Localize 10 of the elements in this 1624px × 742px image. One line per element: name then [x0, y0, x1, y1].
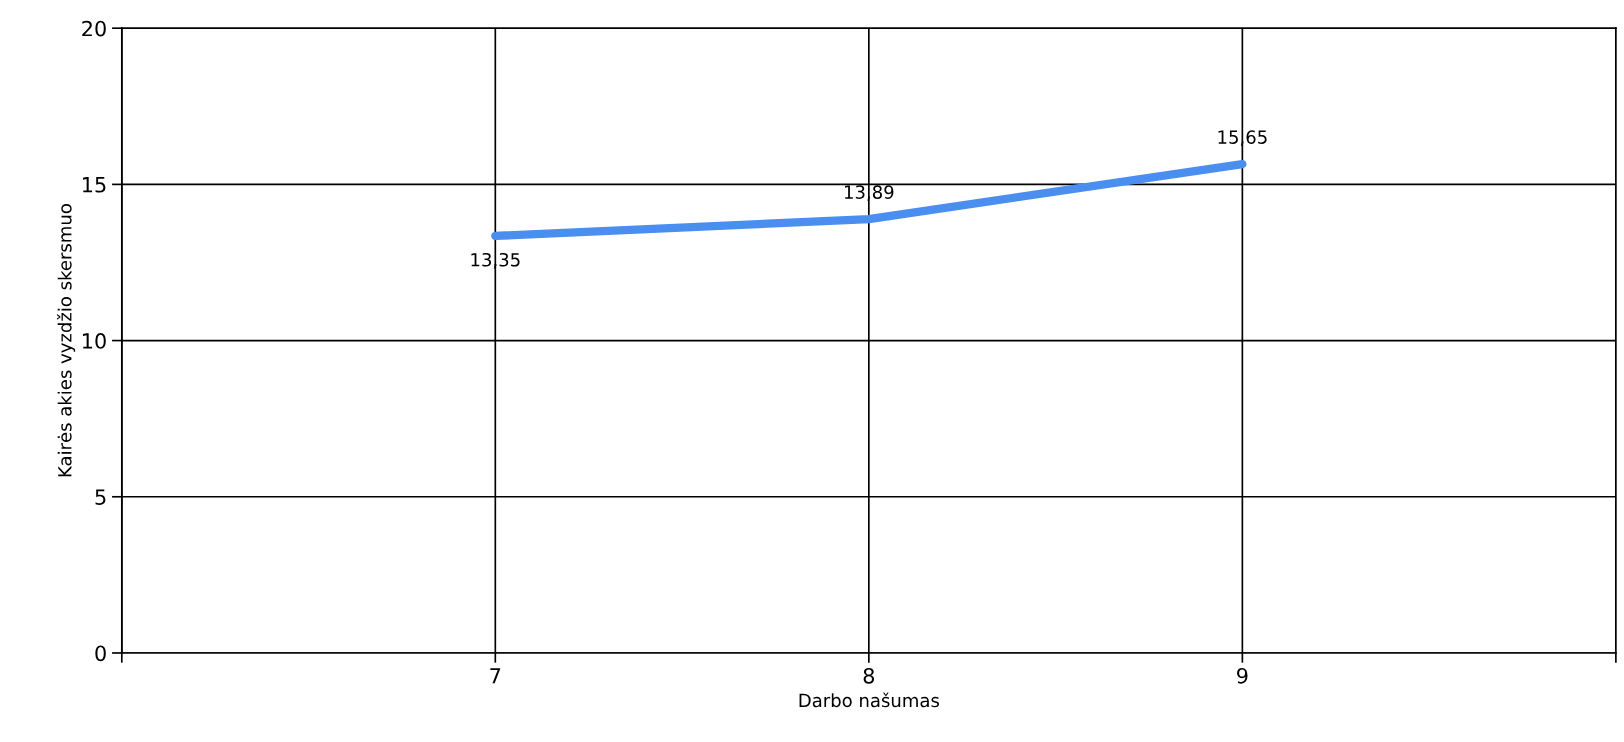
y-tick-label: 5 [95, 489, 106, 505]
x-axis-title: Darbo našumas [799, 692, 939, 708]
x-tick-label: 8 [863, 667, 875, 684]
x-tick-label: 7 [490, 668, 501, 684]
y-tick-label: 20 [82, 20, 106, 37]
x-tick-label: 9 [1237, 667, 1248, 684]
y-tick-label: 10 [82, 333, 106, 349]
y-tick-label: 0 [95, 645, 106, 662]
y-tick-label: 15 [82, 177, 106, 193]
y-axis-title: Kairės akies vyzdžio skersmuo [56, 204, 76, 477]
